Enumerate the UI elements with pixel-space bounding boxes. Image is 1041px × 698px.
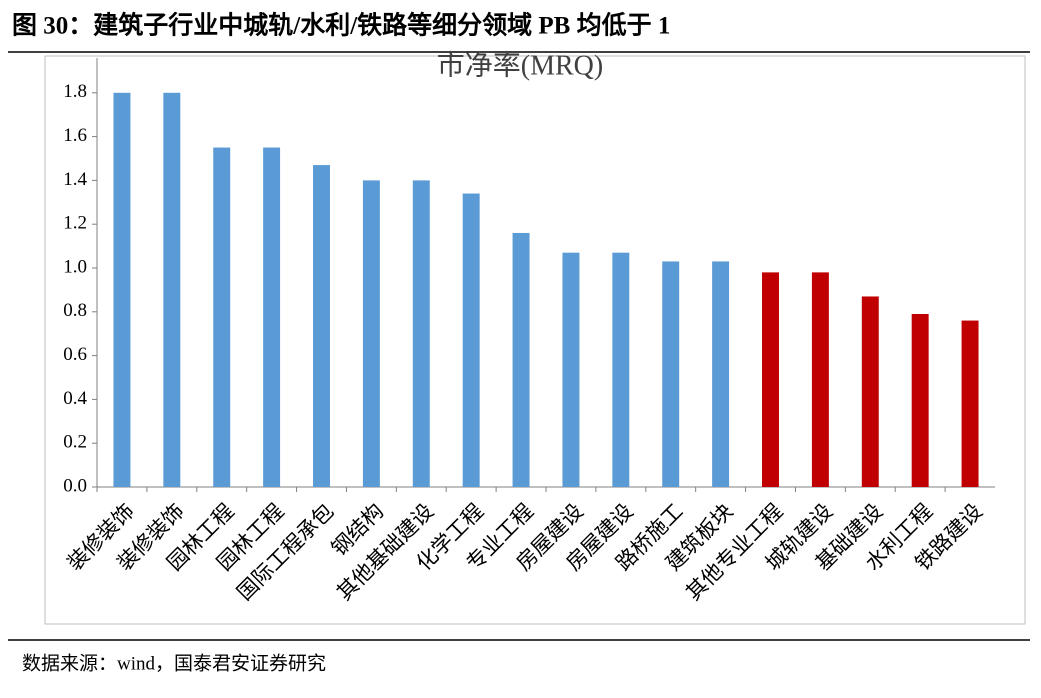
y-tick-label: 0.2 [63,432,87,453]
source-note: 数据来源：wind，国泰君安证券研究 [22,652,326,674]
bar [362,180,380,487]
y-tick-label: 1.2 [63,213,87,234]
bar [712,261,730,487]
bar [512,232,530,487]
y-tick-label: 1.8 [63,81,87,102]
bar [612,252,630,487]
chart-frame [44,55,1026,625]
bar [412,180,430,487]
bar [562,252,580,487]
figure-title: 图 30：建筑子行业中城轨/水利/铁路等细分领域 PB 均低于 1 [12,11,670,40]
bar [113,92,131,488]
y-tick-label: 1.6 [63,125,87,146]
y-tick-label: 0.6 [63,344,87,365]
bar [263,147,281,488]
bar [163,92,181,488]
bar [861,296,879,487]
chart-title: 市净率(MRQ) [437,49,603,81]
y-tick-label: 0.0 [63,475,87,496]
y-tick-label: 1.4 [63,169,87,190]
bar [961,320,979,487]
y-tick-label: 0.8 [63,300,87,321]
bar [313,165,330,487]
y-tick-label: 0.4 [63,388,87,409]
bar [911,313,929,487]
bar [662,261,680,487]
bar [811,272,829,487]
bar [213,147,231,488]
bar [762,272,779,487]
y-tick-label: 1.0 [63,256,87,277]
bar [462,193,480,488]
